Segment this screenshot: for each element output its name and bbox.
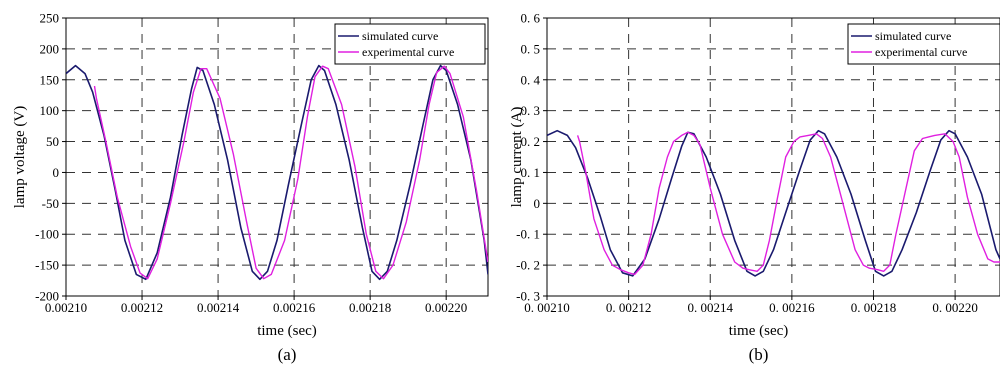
legend-label: experimental curve	[875, 45, 967, 59]
series-line-simulated	[547, 129, 1000, 277]
legend-box	[334, 23, 486, 65]
x-tick-label: 0.00212	[121, 300, 163, 315]
y-tick-label: -100	[35, 227, 59, 242]
y-tick-label: 200	[40, 41, 60, 56]
y-tick-label: 0. 6	[521, 11, 541, 26]
y-tick-label: -50	[42, 196, 59, 211]
x-tick-label: 0. 00214	[687, 300, 733, 315]
y-tick-label: 0. 2	[521, 134, 541, 149]
legend-box	[847, 23, 1000, 65]
plot-frame	[65, 17, 489, 297]
panel-caption: (a)	[278, 345, 297, 364]
x-axis-label: time (sec)	[729, 323, 789, 339]
y-tick-label: 50	[46, 134, 59, 149]
y-tick-label: 0. 4	[521, 72, 541, 87]
y-tick-label: 100	[40, 103, 60, 118]
x-tick-label: 0.00210	[45, 300, 87, 315]
y-tick-label: 0. 5	[521, 41, 541, 56]
y-tick-label: 0. 1	[521, 165, 541, 180]
x-tick-label: 0. 00212	[606, 300, 652, 315]
x-axis-label: time (sec)	[257, 323, 317, 339]
chart-panel-a: -200 -150 -100 -50 0 50 100 150 200 250 0.00210 0.0…	[12, 11, 489, 364]
y-tick-label: 250	[40, 11, 60, 26]
legend: simulated curve experimental curve	[334, 23, 486, 65]
plot-frame	[546, 17, 1000, 297]
y-tick-label: -0. 2	[516, 258, 540, 273]
legend-label: experimental curve	[362, 45, 454, 59]
series-line-simulated	[66, 64, 488, 281]
x-tick-label: 0.00214	[197, 300, 240, 315]
legend: simulated curve experimental curve	[847, 23, 1000, 65]
y-tick-label: 150	[40, 72, 60, 87]
panel-caption: (b)	[749, 345, 769, 364]
y-tick-label: -150	[35, 258, 59, 273]
y-tick-label: -0. 3	[516, 289, 540, 304]
y-tick-label: -200	[35, 289, 59, 304]
x-tick-label: 0.00220	[425, 300, 467, 315]
y-axis-label: lamp current (A)	[509, 107, 525, 208]
y-tick-label: -0. 1	[516, 227, 540, 242]
series-line-experimental	[93, 65, 488, 280]
y-tick-label: 0	[534, 196, 541, 211]
x-tick-label: 0. 00210	[524, 300, 570, 315]
x-tick-label: 0. 00216	[769, 300, 815, 315]
series-line-experimental	[576, 131, 1000, 276]
x-tick-label: 0.00216	[273, 300, 316, 315]
legend-label: simulated curve	[362, 29, 438, 43]
chart-panel-b: -0. 3 -0. 2 -0. 1 0 0. 1 0. 2 0. 3 0. 4 0. 5 0. 6…	[509, 11, 1000, 364]
y-tick-label: 0. 3	[521, 103, 541, 118]
y-tick-label: 0	[53, 165, 60, 180]
y-axis-label: lamp voltage (V)	[12, 106, 28, 208]
legend-label: simulated curve	[875, 29, 951, 43]
x-tick-label: 0.00218	[349, 300, 391, 315]
x-tick-label: 0. 00220	[932, 300, 978, 315]
x-tick-label: 0. 00218	[851, 300, 897, 315]
